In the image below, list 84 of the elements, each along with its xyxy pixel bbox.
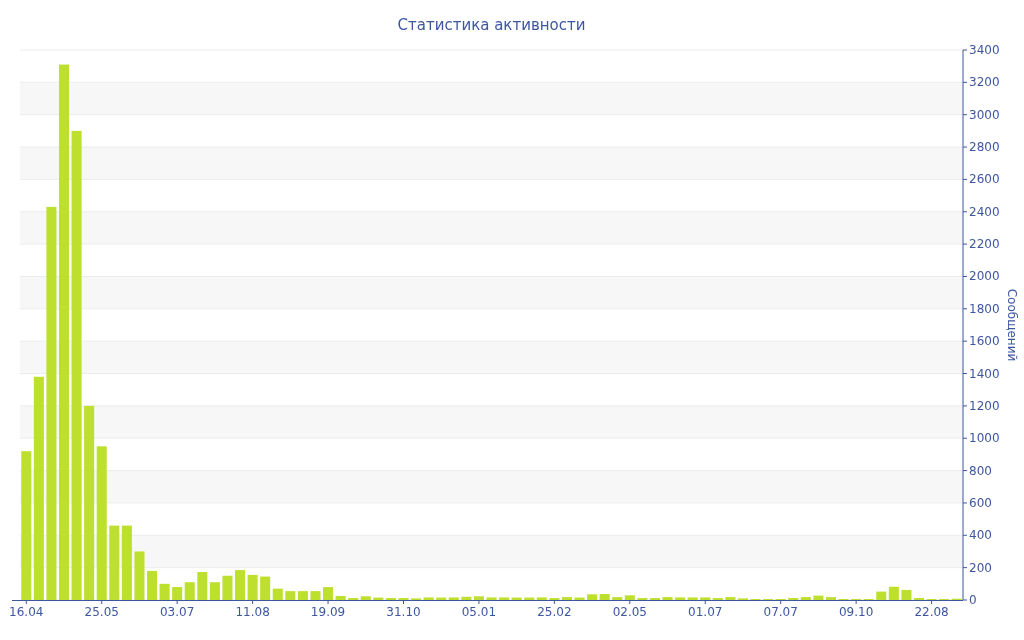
y-tick-label: 2400 xyxy=(969,204,1000,219)
y-tick-label: 3200 xyxy=(969,75,1000,90)
y-tick-label: 3400 xyxy=(969,43,1000,57)
x-tick-label: 22.08 xyxy=(914,605,949,619)
bar xyxy=(197,572,208,600)
bar xyxy=(109,525,120,600)
x-tick-label: 19.09 xyxy=(310,605,346,619)
y-tick-label: 1400 xyxy=(969,366,1000,381)
bar xyxy=(58,64,70,600)
bar xyxy=(172,587,183,600)
bar xyxy=(700,597,711,600)
bar xyxy=(423,597,434,600)
y-axis-title: Сообщений xyxy=(1005,288,1019,362)
bar xyxy=(888,586,899,600)
y-tick-label: 2200 xyxy=(969,237,1000,252)
x-tick-label: 01.07 xyxy=(688,605,723,619)
bar xyxy=(901,589,912,600)
bar xyxy=(335,595,346,600)
bar xyxy=(146,570,158,600)
x-tick-label: 09.10 xyxy=(838,605,874,619)
bar xyxy=(725,597,736,600)
bar xyxy=(159,583,170,600)
bar xyxy=(574,597,585,600)
x-tick-label: 07.07 xyxy=(763,605,798,619)
y-tick-label: 400 xyxy=(969,528,992,543)
bar xyxy=(184,582,195,600)
x-tick-label: 25.05 xyxy=(84,605,119,619)
x-tick-label: 31.10 xyxy=(386,605,421,619)
bar xyxy=(272,588,283,600)
chart-title: Статистика активности xyxy=(397,16,586,34)
bar xyxy=(96,446,107,600)
bar xyxy=(499,597,510,600)
bar xyxy=(46,206,57,600)
bar xyxy=(285,591,296,600)
bar xyxy=(662,597,673,600)
bar xyxy=(486,597,497,600)
bar xyxy=(260,576,271,600)
y-tick-label: 1800 xyxy=(969,301,1000,316)
bar xyxy=(876,591,887,600)
bar xyxy=(134,551,145,600)
bar xyxy=(121,525,132,600)
bar xyxy=(624,595,635,600)
y-tick-label: 1000 xyxy=(969,431,1000,446)
bar xyxy=(536,597,547,600)
bar xyxy=(461,596,472,600)
y-tick-label: 800 xyxy=(969,463,992,478)
bar xyxy=(800,597,811,600)
bar xyxy=(222,575,233,600)
bar xyxy=(813,595,824,600)
bar xyxy=(675,597,686,600)
bar xyxy=(209,582,220,600)
x-tick-label: 16.04 xyxy=(9,605,44,619)
x-tick-label: 02.05 xyxy=(612,605,647,619)
bar xyxy=(687,597,698,600)
bar xyxy=(323,587,334,600)
y-tick-label: 3000 xyxy=(969,107,1000,122)
bar xyxy=(448,597,459,600)
y-tick-label: 600 xyxy=(969,495,992,510)
bar xyxy=(310,591,321,600)
bar xyxy=(360,596,371,600)
bar xyxy=(297,591,308,600)
y-tick-label: 0 xyxy=(969,593,977,607)
bar xyxy=(825,597,837,600)
x-tick-label: 25.02 xyxy=(537,605,572,619)
bar xyxy=(71,130,82,600)
y-tick-label: 2600 xyxy=(969,172,1000,187)
bar xyxy=(235,570,246,600)
x-tick-label: 11.08 xyxy=(235,605,270,619)
bar xyxy=(33,376,44,600)
x-tick-label: 03.07 xyxy=(159,605,195,619)
bar xyxy=(612,597,623,600)
y-tick-label: 2000 xyxy=(969,269,1000,284)
y-tick-label: 200 xyxy=(969,560,992,575)
bar xyxy=(84,405,95,600)
x-tick-label: 05.01 xyxy=(461,605,497,619)
y-tick-label: 2800 xyxy=(969,140,1000,155)
bar xyxy=(247,574,258,600)
y-tick-label: 1200 xyxy=(969,398,1000,413)
y-tick-label: 1600 xyxy=(969,334,1000,349)
bar xyxy=(599,594,610,600)
bar xyxy=(561,597,572,600)
bar xyxy=(21,451,32,600)
bar xyxy=(473,596,484,600)
bar xyxy=(587,594,598,600)
